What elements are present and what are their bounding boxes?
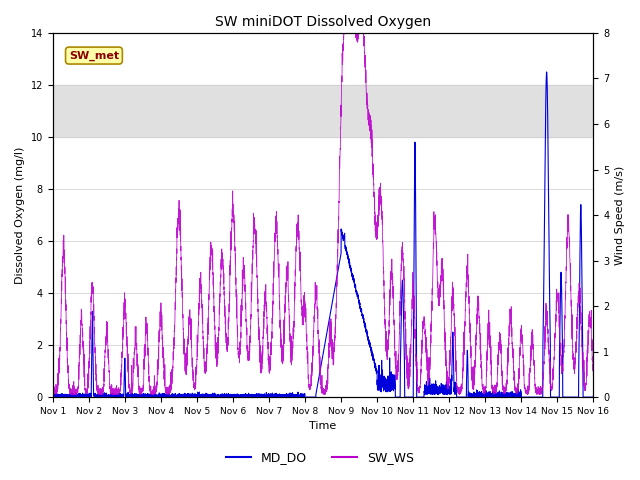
Bar [52, 85, 593, 137]
X-axis label: Time: Time [309, 421, 337, 432]
Legend: MD_DO, SW_WS: MD_DO, SW_WS [221, 446, 419, 469]
Title: SW miniDOT Dissolved Oxygen: SW miniDOT Dissolved Oxygen [215, 15, 431, 29]
Y-axis label: Dissolved Oxygen (mg/l): Dissolved Oxygen (mg/l) [15, 146, 25, 284]
Text: SW_met: SW_met [69, 50, 119, 60]
Y-axis label: Wind Speed (m/s): Wind Speed (m/s) [615, 166, 625, 264]
